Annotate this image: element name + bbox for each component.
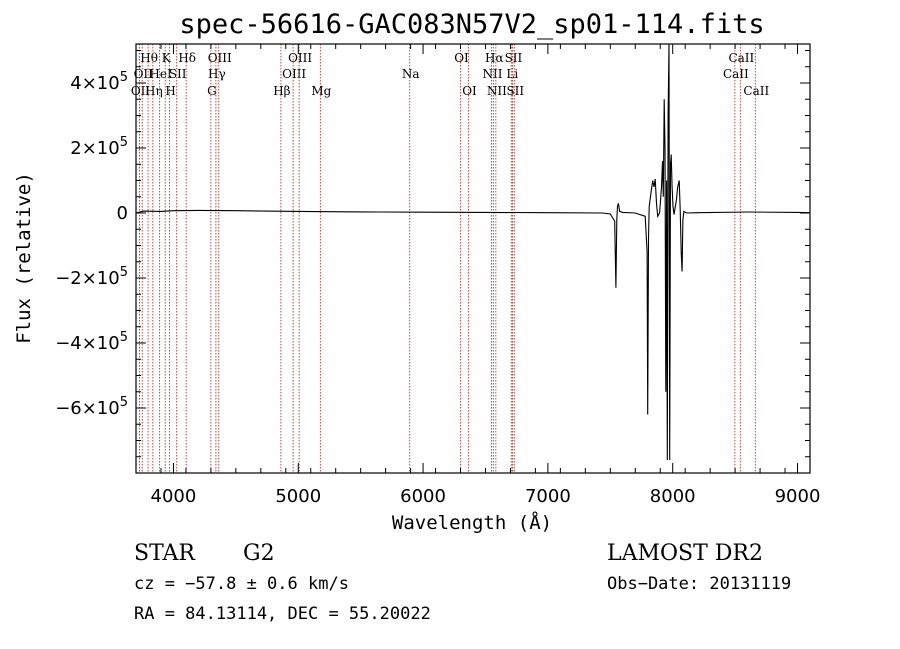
y-tick-mantissa: 0 bbox=[117, 203, 128, 224]
spectral-line-label: Hγ bbox=[208, 67, 226, 81]
spectral-line-label: Hη bbox=[145, 84, 163, 98]
spectral-line-label: OI bbox=[462, 84, 477, 98]
y-tick-label: −6×105 bbox=[55, 395, 128, 419]
y-tick-exponent: 5 bbox=[120, 70, 128, 85]
spectral-line-label: H bbox=[165, 84, 175, 98]
y-tick-exponent: 5 bbox=[120, 395, 128, 410]
y-tick-label: 4×105 bbox=[70, 70, 128, 94]
spectral-line-label: Hβ bbox=[273, 84, 290, 98]
ra-dec: RA = 84.13114, DEC = 55.20022 bbox=[134, 604, 431, 624]
spectral-line-label: CaII bbox=[743, 84, 769, 98]
object-class: STAR bbox=[134, 541, 196, 566]
x-tick-label: 5000 bbox=[275, 486, 321, 507]
spectral-line-label: G bbox=[207, 84, 217, 98]
spectral-line-label: SII bbox=[506, 84, 524, 98]
spectral-line-label: OIII bbox=[282, 67, 306, 81]
spectral-line-label: OIII bbox=[288, 51, 312, 65]
chart-title: spec-56616-GAC083N57V2_sp01-114.fits bbox=[179, 9, 764, 40]
spectral-line-label: OI bbox=[454, 51, 469, 65]
x-tick-label: 8000 bbox=[650, 486, 696, 507]
y-tick-mantissa: −6×10 bbox=[55, 398, 120, 419]
x-axis-label: Wavelength (Å) bbox=[392, 511, 552, 534]
y-tick-mantissa: 2×10 bbox=[70, 138, 119, 159]
x-tick-label: 6000 bbox=[400, 486, 446, 507]
spectral-line-label: Hα bbox=[485, 51, 504, 65]
spectral-line-label: CaII bbox=[723, 67, 749, 81]
y-tick-mantissa: −2×10 bbox=[55, 268, 120, 289]
spectrum-series bbox=[135, 43, 811, 461]
x-tick-label: 9000 bbox=[775, 486, 821, 507]
survey-name: LAMOST DR2 bbox=[607, 541, 763, 566]
spectral-line-label: K bbox=[162, 51, 172, 65]
y-tick-mantissa: 4×10 bbox=[70, 73, 119, 94]
object-subclass: G2 bbox=[243, 541, 275, 566]
x-tick-label: 4000 bbox=[151, 486, 197, 507]
obs-date: Obs−Date: 20131119 bbox=[607, 574, 791, 594]
spectral-line-label: NII bbox=[482, 67, 502, 81]
spectral-line-label: OIII bbox=[208, 51, 232, 65]
y-tick-label: 0 bbox=[117, 203, 128, 224]
spectral-line-label: Hθ bbox=[140, 51, 158, 65]
x-tick-label: 7000 bbox=[525, 486, 571, 507]
y-tick-label: 2×105 bbox=[70, 135, 128, 159]
y-tick-mantissa: −4×10 bbox=[55, 333, 120, 354]
spectral-line-markers: OIIOIIHθHηHeIKHSIIHδGHγOIIIHβOIIIOIIIMgN… bbox=[131, 44, 769, 473]
redshift-cz: cz = −57.8 ± 0.6 km/s bbox=[134, 574, 349, 594]
spectral-line-label: HeI bbox=[149, 67, 172, 81]
spectral-line-label: Mg bbox=[311, 84, 331, 98]
y-axis-label: Flux (relative) bbox=[13, 172, 35, 344]
spectral-line-label: SII bbox=[169, 67, 187, 81]
spectral-line-label: Na bbox=[402, 67, 420, 81]
spectral-line-label: SII bbox=[505, 51, 523, 65]
spectral-line-label: CaII bbox=[728, 51, 754, 65]
y-tick-label: −2×105 bbox=[55, 265, 128, 289]
y-tick-exponent: 5 bbox=[120, 135, 128, 150]
spectrum-line-0 bbox=[135, 43, 811, 461]
y-tick-exponent: 5 bbox=[120, 330, 128, 345]
spectral-line-label: Hδ bbox=[178, 51, 196, 65]
plot-frame bbox=[135, 43, 811, 474]
spectral-line-label: NII bbox=[487, 84, 507, 98]
y-tick-exponent: 5 bbox=[120, 265, 128, 280]
y-tick-label: −4×105 bbox=[55, 330, 128, 354]
axis-ticks: 4000 5000 6000 7000 8000 90004×1052×1050−2×10… bbox=[55, 44, 820, 507]
